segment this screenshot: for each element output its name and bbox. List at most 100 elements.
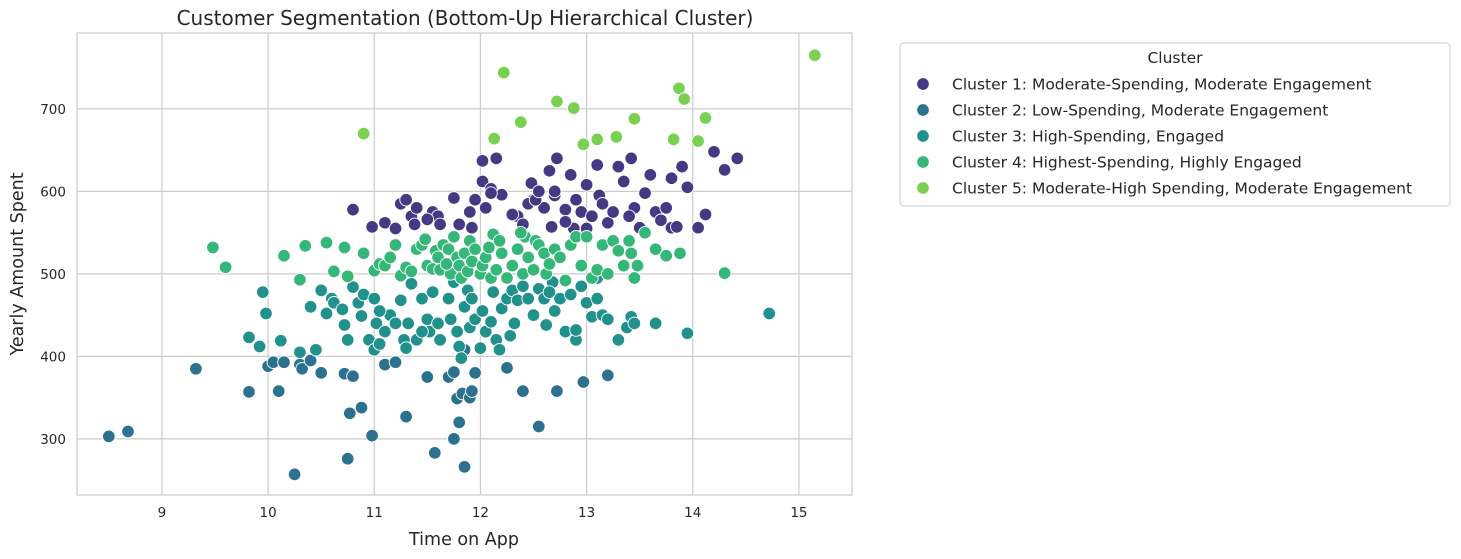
cluster-4-point <box>717 266 732 280</box>
y-tick-label: 400 <box>40 349 66 365</box>
cluster-1-point <box>468 192 482 207</box>
cluster-1-point <box>579 178 594 192</box>
cluster-2-point <box>242 385 256 399</box>
cluster-4-point <box>337 240 352 255</box>
cluster-3-point <box>450 324 464 339</box>
cluster-1-point <box>707 145 721 159</box>
cluster-5-point <box>590 132 604 147</box>
cluster-1-point <box>544 220 559 234</box>
cluster-3-point <box>314 283 328 298</box>
cluster-3-point <box>293 345 307 360</box>
cluster-4-point <box>659 248 673 263</box>
cluster-4-point <box>574 258 589 273</box>
cluster-3-point <box>563 287 578 302</box>
cluster-3-point <box>372 337 387 351</box>
cluster-1-point <box>590 158 604 172</box>
cluster-5-point <box>672 81 686 96</box>
cluster-4-point <box>624 246 638 261</box>
cluster-1-point <box>447 191 461 205</box>
cluster-5-point <box>609 130 624 144</box>
cluster-3-point <box>367 291 382 306</box>
chart-title: Customer Segmentation (Bottom-Up Hierarc… <box>177 6 754 30</box>
cluster-1-point <box>550 151 564 166</box>
cluster-4-point <box>418 232 432 246</box>
legend-label: Cluster 4: Highest-Spending, Highly Enga… <box>952 154 1302 172</box>
cluster-3-point <box>648 316 663 331</box>
cluster-4-point <box>558 273 573 288</box>
cluster-3-point <box>404 277 419 291</box>
cluster-4-point <box>468 242 482 256</box>
cluster-1-point <box>622 209 636 223</box>
cluster-5-point <box>698 111 713 125</box>
cluster-3-point <box>507 316 522 331</box>
cluster-4-point <box>616 258 631 273</box>
cluster-3-point <box>547 304 562 318</box>
cluster-4-point <box>356 246 371 261</box>
cluster-3-point <box>388 316 403 331</box>
cluster-1-point <box>717 163 732 177</box>
cluster-3-point <box>492 343 507 357</box>
cluster-4-point <box>383 250 397 265</box>
cluster-2-point <box>346 369 360 383</box>
legend-title: Cluster <box>1147 49 1203 67</box>
cluster-1-point <box>346 202 360 217</box>
cluster-2-point <box>295 362 309 376</box>
cluster-1-point <box>537 201 551 215</box>
cluster-5-point <box>808 48 822 63</box>
y-tick-label: 600 <box>40 184 66 200</box>
cluster-3-point <box>516 279 530 294</box>
cluster-2-point <box>516 384 530 398</box>
cluster-4-point <box>526 263 541 277</box>
cluster-3-point <box>337 318 352 332</box>
cluster-3-point <box>475 304 490 318</box>
cluster-4-point <box>579 230 594 244</box>
legend-label: Cluster 5: Moderate-High Spending, Moder… <box>952 180 1412 198</box>
cluster-4-point <box>630 258 645 273</box>
cluster-4-point <box>627 271 642 285</box>
legend-marker <box>916 77 930 91</box>
cluster-1-point <box>484 186 498 200</box>
cluster-3-point <box>431 316 445 331</box>
cluster-1-point <box>378 216 392 230</box>
cluster-3-point <box>256 285 270 299</box>
cluster-4-point <box>514 225 528 240</box>
cluster-1-point <box>664 171 679 185</box>
cluster-2-point <box>388 355 403 369</box>
cluster-1-point <box>452 217 466 232</box>
cluster-3-point <box>399 341 413 355</box>
x-tick-label: 15 <box>790 505 807 521</box>
cluster-3-point <box>454 351 469 365</box>
x-tick-label: 13 <box>578 505 595 521</box>
cluster-3-point <box>486 285 500 299</box>
cluster-3-point <box>369 316 384 331</box>
cluster-3-point <box>309 343 323 357</box>
cluster-4-point <box>553 250 567 265</box>
cluster-4-point <box>622 234 636 248</box>
cluster-4-point <box>298 239 313 253</box>
cluster-3-point <box>452 339 466 354</box>
cluster-1-point <box>680 180 695 195</box>
cluster-2-point <box>428 446 442 460</box>
cluster-2-point <box>314 366 328 380</box>
cluster-1-point <box>595 197 610 211</box>
cluster-3-point <box>242 330 256 345</box>
cluster-2-point <box>365 428 379 443</box>
cluster-3-point <box>539 318 553 332</box>
cluster-3-point <box>574 279 589 294</box>
x-tick-labels: 9 10 11 12 13 14 15 <box>158 505 808 521</box>
cluster-3-point <box>443 312 458 327</box>
cluster-3-point <box>372 304 387 318</box>
cluster-1-point <box>558 202 573 217</box>
cluster-3-point <box>465 291 479 306</box>
cluster-2-point <box>420 370 435 384</box>
cluster-3-point <box>354 309 369 323</box>
cluster-2-point <box>102 429 116 444</box>
cluster-4-point <box>218 260 233 275</box>
cluster-3-point <box>303 300 318 314</box>
cluster-2-point <box>532 419 546 434</box>
legend-frame <box>899 42 1451 207</box>
cluster-5-point <box>627 112 642 126</box>
cluster-3-point <box>569 323 583 337</box>
legend-marker <box>916 103 930 117</box>
